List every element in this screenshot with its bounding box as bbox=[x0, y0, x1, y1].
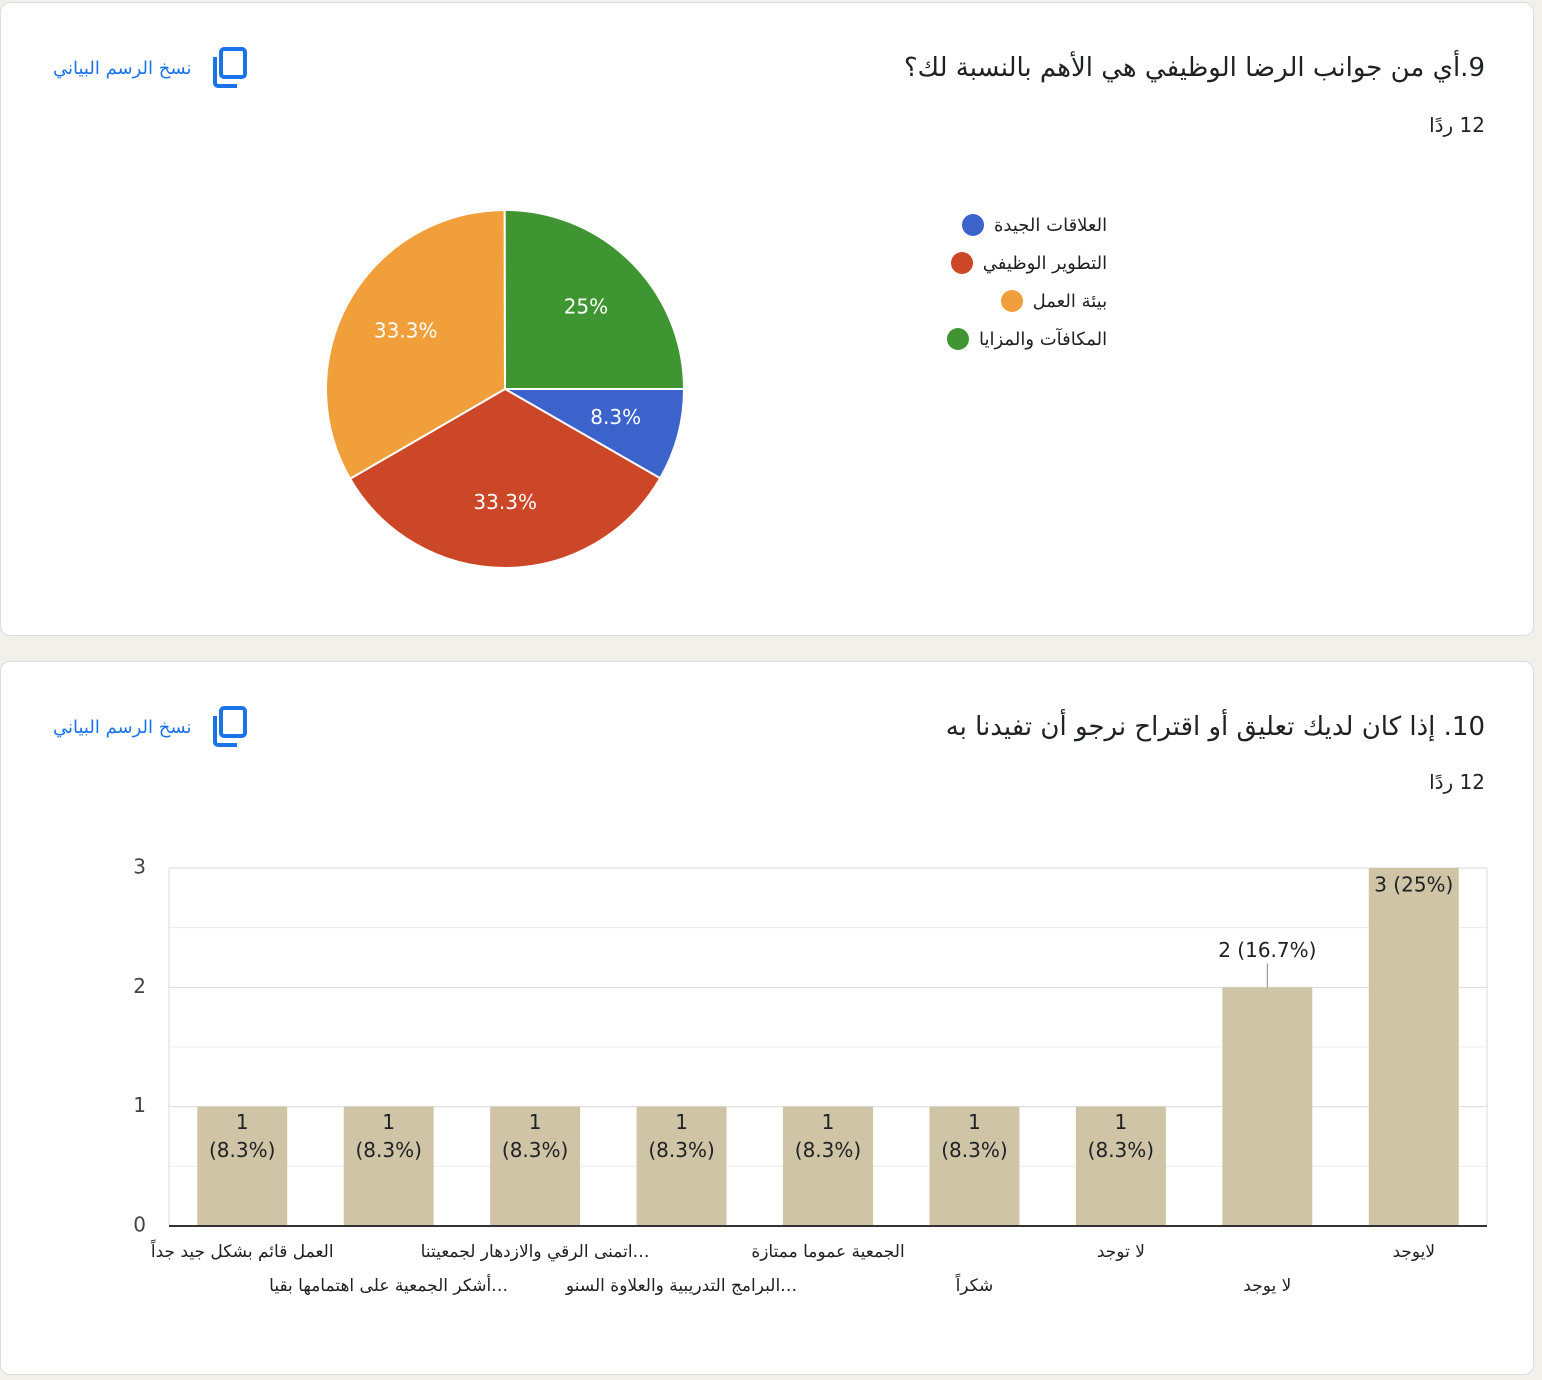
bar bbox=[197, 1106, 288, 1226]
copy-chart-label: نسخ الرسم البياني bbox=[53, 57, 192, 79]
bar bbox=[636, 1106, 727, 1226]
legend-swatch bbox=[962, 214, 984, 236]
legend-label: التطوير الوظيفي bbox=[982, 252, 1108, 274]
legend-item: المكافآت والمزايا bbox=[947, 320, 1107, 358]
bar-value-label: 3 (25%) bbox=[1374, 873, 1453, 897]
question-title: 9.أي من جوانب الرضا الوظيفي هي الأهم بال… bbox=[903, 53, 1485, 83]
bar bbox=[783, 1106, 873, 1226]
pie-slice bbox=[325, 208, 507, 481]
x-tick-label: شكراً bbox=[955, 1272, 994, 1296]
y-tick-label: 1 bbox=[133, 1093, 146, 1117]
bar bbox=[929, 1106, 1020, 1226]
x-tick-label: العمل قائم بشكل جيد جداً bbox=[150, 1238, 334, 1262]
x-tick-label: …البرامج التدريبية والعلاوة السنو bbox=[565, 1276, 797, 1296]
bar-value-label: 2 (16.7%) bbox=[1218, 938, 1316, 962]
bar-value-label: 1 bbox=[236, 1110, 249, 1134]
pie-slice bbox=[348, 387, 662, 569]
response-count: 12 ردًا bbox=[1429, 770, 1485, 794]
legend-item: بيئة العمل bbox=[947, 282, 1107, 320]
bar-value-label: 1 bbox=[529, 1110, 542, 1134]
x-tick-label: لايوجد bbox=[1392, 1242, 1435, 1262]
bar-value-label: (8.3%) bbox=[648, 1138, 714, 1162]
x-tick-label: …أشكر الجمعية على اهتمامها بقيا bbox=[269, 1274, 508, 1296]
copy-icon bbox=[213, 706, 248, 747]
bar bbox=[343, 1106, 434, 1226]
legend-label: المكافآت والمزايا bbox=[979, 328, 1108, 350]
bar-value-label: 1 bbox=[382, 1110, 395, 1134]
legend-label: بيئة العمل bbox=[1032, 290, 1108, 312]
copy-chart-button[interactable]: نسخ الرسم البياني bbox=[53, 47, 249, 89]
bar bbox=[1368, 868, 1459, 1226]
bar-value-label: (8.3%) bbox=[795, 1138, 861, 1162]
bar-value-label: (8.3%) bbox=[941, 1138, 1007, 1162]
bar-chart: 0 1 2 3 3 (25%) لايوجد 2 (16.7%) لا يوجد 1 (8.3%)… bbox=[133, 855, 1488, 1296]
copy-chart-button[interactable]: نسخ الرسم البياني bbox=[53, 706, 249, 748]
pie-legend: العلاقات الجيدة التطوير الوظيفي بيئة العمل… bbox=[947, 206, 1107, 358]
question-title: 10. إذا كان لديك تعليق أو اقتراح نرجو أن… bbox=[945, 712, 1485, 742]
bar-value-label: 1 bbox=[1115, 1110, 1128, 1134]
pie-slice-label: 33.3% bbox=[473, 490, 537, 514]
legend-item: التطوير الوظيفي bbox=[947, 244, 1107, 282]
y-tick-label: 0 bbox=[133, 1213, 146, 1237]
bar-value-label: (8.3%) bbox=[355, 1138, 421, 1162]
x-tick-label: لا توجد bbox=[1097, 1242, 1145, 1262]
pie-slice bbox=[503, 208, 686, 390]
bar-value-label: (8.3%) bbox=[209, 1138, 275, 1162]
copy-chart-label: نسخ الرسم البياني bbox=[53, 716, 192, 738]
bar-value-label: (8.3%) bbox=[1088, 1138, 1154, 1162]
bar bbox=[1075, 1106, 1166, 1226]
x-tick-label: …اتمنى الرقي والازدهار لجمعيتنا bbox=[421, 1242, 650, 1262]
y-tick-label: 2 bbox=[133, 974, 146, 998]
pie-slice-label: 33.3% bbox=[374, 318, 438, 342]
bar-value-label: 1 bbox=[675, 1110, 688, 1134]
x-tick-label: الجمعية عموما ممتازة bbox=[751, 1242, 904, 1262]
copy-icon bbox=[213, 47, 248, 88]
y-tick-label: 3 bbox=[133, 855, 146, 879]
legend-label: العلاقات الجيدة bbox=[994, 214, 1108, 236]
legend-swatch bbox=[950, 252, 973, 274]
pie-slice-label: 25% bbox=[564, 294, 608, 318]
bar-value-label: (8.3%) bbox=[502, 1138, 568, 1162]
x-tick-label: لا يوجد bbox=[1243, 1276, 1291, 1296]
question-card-9: نسخ الرسم البياني 9.أي من جوانب الرضا ال… bbox=[0, 2, 1534, 636]
legend-item: العلاقات الجيدة bbox=[947, 206, 1107, 244]
bar bbox=[490, 1106, 581, 1226]
pie-slice-label: 8.3% bbox=[590, 405, 641, 429]
question-card-10: نسخ الرسم البياني 10. إذا كان لديك تعليق… bbox=[0, 661, 1534, 1375]
bar-value-label: 1 bbox=[822, 1110, 835, 1134]
legend-swatch bbox=[1000, 290, 1023, 312]
response-count: 12 ردًا bbox=[1429, 113, 1485, 137]
bar-value-label: 1 bbox=[968, 1110, 981, 1134]
legend-swatch bbox=[947, 328, 969, 350]
pie-slice bbox=[501, 388, 686, 480]
pie-chart: 8.3% 33.3% 33.3% 25% bbox=[325, 208, 686, 569]
bar bbox=[1222, 987, 1313, 1226]
